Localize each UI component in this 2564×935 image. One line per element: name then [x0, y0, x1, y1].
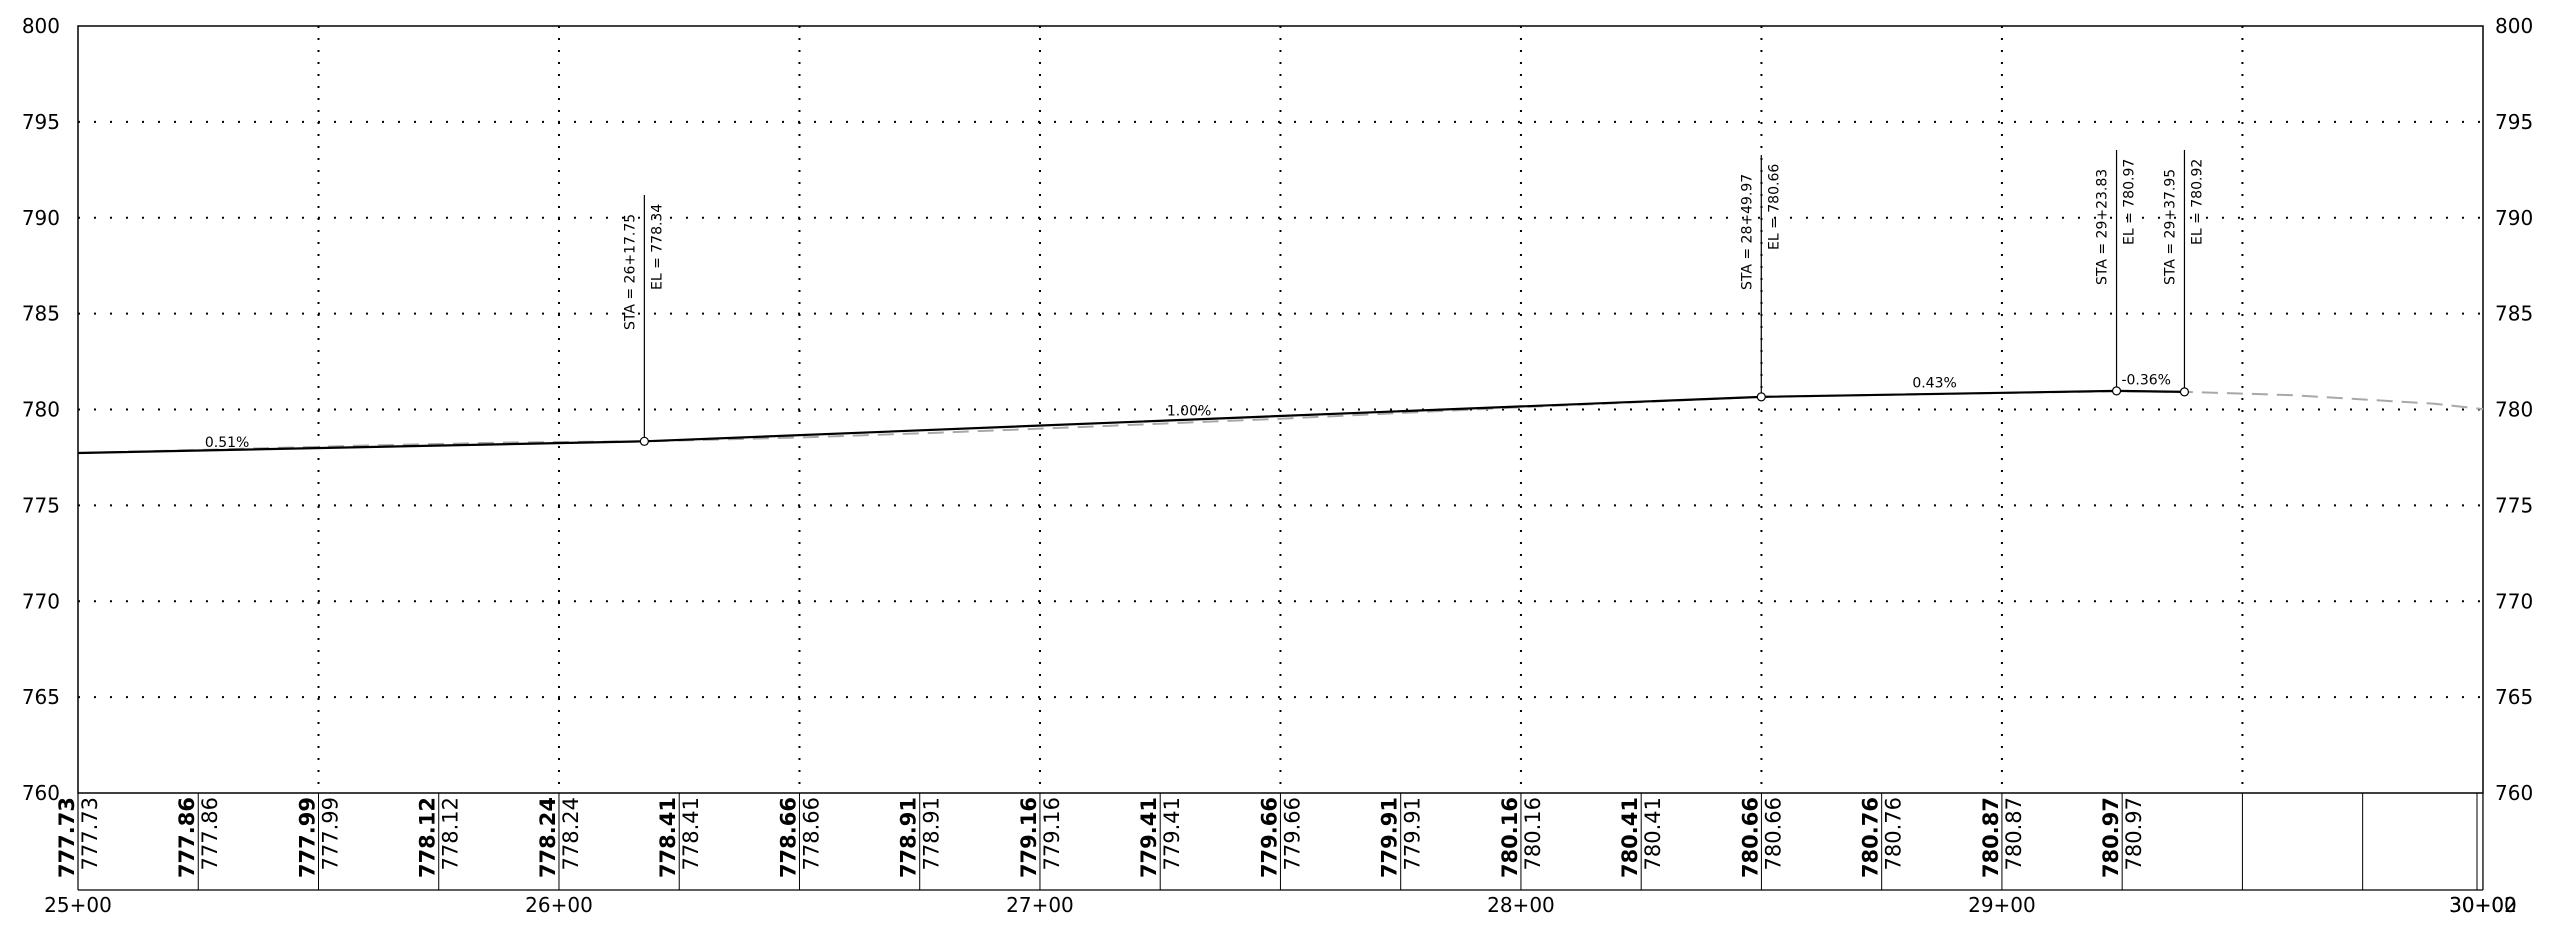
- table-elev-light: 780.87: [2002, 797, 2026, 870]
- table-elev-bold: 780.97: [2099, 797, 2123, 878]
- table-elev-bold: 777.86: [175, 797, 199, 878]
- pvi-station-label: STA = 28+49.97: [1739, 174, 1755, 290]
- grade-label: -0.36%: [2121, 373, 2171, 389]
- table-elev-bold: 778.41: [656, 797, 680, 878]
- pvi-marker: [2111, 386, 2122, 396]
- table-elev-bold: 779.16: [1017, 797, 1041, 878]
- y-tick-label-left: 800: [22, 14, 60, 38]
- table-elev-light: 778.41: [679, 797, 703, 870]
- y-tick-label-left: 775: [22, 493, 60, 517]
- y-tick-label-right: 760: [2495, 781, 2533, 805]
- table-elev-bold: 779.41: [1137, 797, 1161, 878]
- table-elev-bold: 778.24: [536, 797, 560, 878]
- y-tick-label-left: 780: [22, 398, 60, 422]
- y-tick-label-left: 790: [22, 206, 60, 230]
- table-elev-bold: 780.76: [1859, 797, 1883, 878]
- table-elev-bold: 780.41: [1618, 797, 1642, 878]
- pvi-marker: [639, 436, 649, 446]
- pvi-elevation-label: EL = 780.97: [2122, 159, 2138, 245]
- y-tick-label-left: 785: [22, 302, 60, 326]
- table-elev-bold: 780.16: [1498, 797, 1522, 878]
- table-elev-light: 780.76: [1882, 797, 1906, 870]
- table-elev-light: 780.66: [1761, 797, 1785, 870]
- elevation-table: 777.73 777.73 777.86 777.86 777.99 777.99 778.…: [55, 793, 2484, 890]
- grid-layer: [78, 26, 2483, 793]
- table-elev-light: 779.16: [1040, 797, 1064, 870]
- table-elev-bold: 779.66: [1257, 797, 1281, 878]
- table-elev-light: 778.91: [920, 797, 944, 870]
- table-elev-light: 777.86: [198, 797, 222, 870]
- y-tick-label-right: 795: [2495, 110, 2533, 134]
- grade-label: 1.00%: [1167, 403, 1211, 419]
- y-tick-label-left: 795: [22, 110, 60, 134]
- table-elev-light: 780.41: [1641, 797, 1665, 870]
- x-tick-label: 25+00: [44, 893, 112, 917]
- grade-label: 0.43%: [1912, 375, 1956, 391]
- table-elev-bold: 778.66: [776, 797, 800, 878]
- y-tick-label-right: 790: [2495, 206, 2533, 230]
- x-tick-label: 28+00: [1487, 893, 1555, 917]
- pvi-marker: [1756, 392, 1766, 402]
- y-tick-label-right: 775: [2495, 493, 2533, 517]
- x-tick-label: 27+00: [1006, 893, 1074, 917]
- table-elev-light: 778.12: [439, 797, 463, 870]
- x-tick-label: 29+00: [1968, 893, 2036, 917]
- table-elev-light: 780.97: [2122, 797, 2146, 870]
- plot-border: [77, 25, 2484, 794]
- axis-labels: 760 760 765 765 770 770 775 775 780 780 785 785 790 7…: [22, 14, 2533, 917]
- table-elev-light: 779.91: [1401, 797, 1425, 870]
- table-elev-light: 778.24: [559, 797, 583, 870]
- table-elev-light: 780.16: [1521, 797, 1545, 870]
- table-elev-bold: 780.87: [1979, 797, 2003, 878]
- pvi-marker: [2179, 387, 2190, 397]
- existing-ground-line: [77, 390, 2484, 455]
- x-tick-label: 26+00: [525, 893, 593, 917]
- table-elev-bold: 778.12: [416, 797, 440, 878]
- y-tick-label-left: 760: [22, 781, 60, 805]
- pvi-elevation-label: EL = 780.66: [1766, 164, 1782, 250]
- x-tick-label: 30+00: [2449, 893, 2517, 917]
- table-elev-bold: 778.91: [897, 797, 921, 878]
- pvi-elevation-label: EL = 780.92: [2189, 159, 2205, 245]
- y-tick-label-right: 780: [2495, 398, 2533, 422]
- table-elev-bold: 777.99: [295, 797, 319, 878]
- table-elev-light: 779.66: [1280, 797, 1304, 870]
- table-elev-light: 779.41: [1160, 797, 1184, 870]
- table-elev-light: 777.73: [78, 797, 102, 870]
- y-tick-label-left: 765: [22, 685, 60, 709]
- table-elev-bold: 780.66: [1738, 797, 1762, 878]
- pvi-station-label: STA = 26+17.75: [622, 214, 638, 330]
- y-tick-label-right: 765: [2495, 685, 2533, 709]
- pvi-station-label: STA = 29+23.83: [2095, 169, 2111, 285]
- x-tick-label: 30+02: [2449, 893, 2517, 917]
- pvi-elevation-label: EL = 778.34: [649, 204, 665, 290]
- profile-layer: STA = 26+17.75 EL = 778.34 STA = 28+49.97 E…: [77, 150, 2484, 455]
- y-tick-label-right: 800: [2495, 14, 2533, 38]
- table-elev-light: 778.66: [799, 797, 823, 870]
- table-elev-bold: 779.91: [1378, 797, 1402, 878]
- y-tick-label-right: 785: [2495, 302, 2533, 326]
- table-elev-light: 777.99: [318, 797, 342, 870]
- grade-label: 0.51%: [205, 435, 249, 451]
- y-tick-label-right: 770: [2495, 589, 2533, 613]
- proposed-profile-line: [77, 389, 2185, 455]
- pvi-station-label: STA = 29+37.95: [2162, 169, 2178, 285]
- y-tick-label-left: 770: [22, 589, 60, 613]
- table-elev-bold: 777.73: [55, 797, 79, 878]
